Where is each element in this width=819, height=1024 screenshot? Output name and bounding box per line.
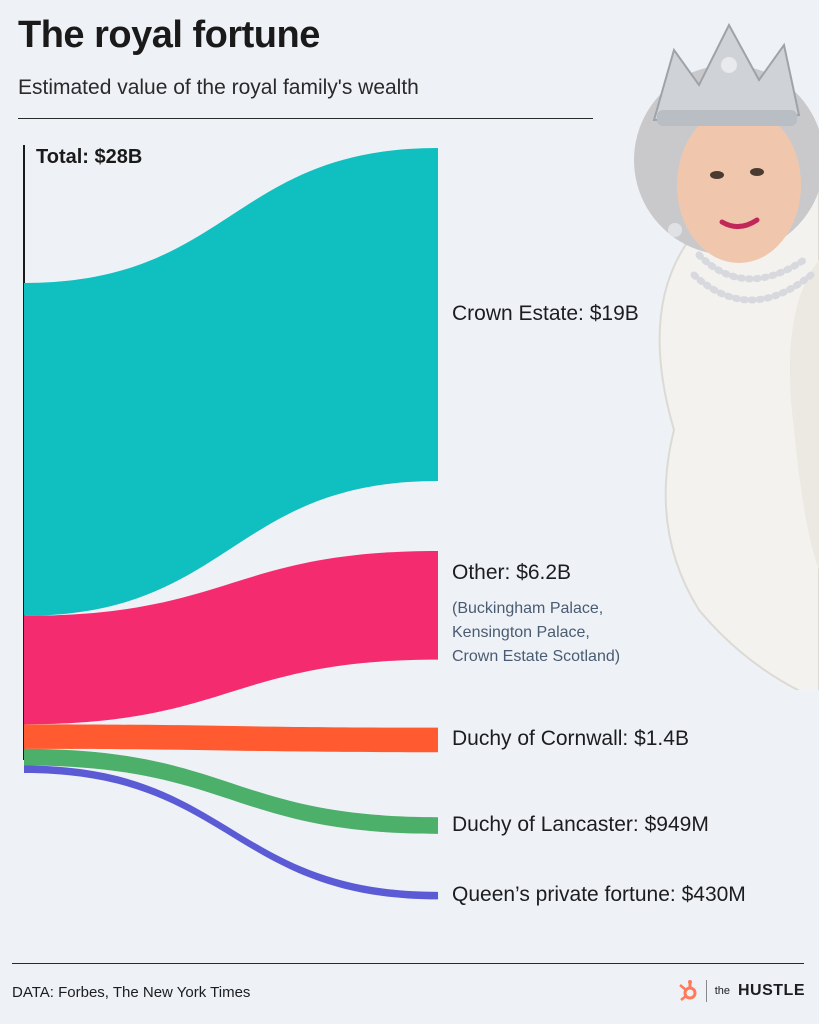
flow-band-duchy-of-cornwall [24, 724, 438, 753]
flow-band-crown-estate [24, 148, 438, 616]
brand-name: HUSTLE [738, 982, 805, 999]
top-divider [18, 118, 593, 119]
other-note: (Buckingham Palace, Kensington Palace, C… [452, 597, 620, 669]
other-note-line: Crown Estate Scotland) [452, 648, 621, 665]
total-label: Total: $28B [36, 146, 143, 168]
duchy-of-lancaster-label: Duchy of Lancaster: $949M [452, 812, 709, 836]
bottom-divider [12, 963, 804, 964]
duchy-of-cornwall-label: Duchy of Cornwall: $1.4B [452, 726, 689, 750]
page-title: The royal fortune [18, 14, 320, 56]
source-note: DATA: Forbes, The New York Times [12, 984, 251, 1001]
other-note-line: Kensington Palace, [452, 624, 590, 641]
hubspot-sprocket-icon [678, 980, 697, 1001]
queen-portrait-image [634, 22, 819, 690]
brand-prefix: the [714, 985, 730, 997]
flow-band-other [24, 551, 438, 725]
brand-separator [705, 980, 707, 1002]
flow-band-queen-s-private-fortune [24, 765, 438, 900]
page-subtitle: Estimated value of the royal family's we… [18, 76, 419, 99]
flow-band-duchy-of-lancaster [24, 748, 438, 834]
queens-private-fortune-label: Queen’s private fortune: $430M [452, 882, 746, 906]
other-label: Other: $6.2B [452, 561, 572, 584]
brand-logo: the HUSTLE [678, 980, 805, 1002]
crown-estate-label: Crown Estate: $19B [452, 301, 639, 325]
other-note-line: (Buckingham Palace, [452, 600, 604, 617]
